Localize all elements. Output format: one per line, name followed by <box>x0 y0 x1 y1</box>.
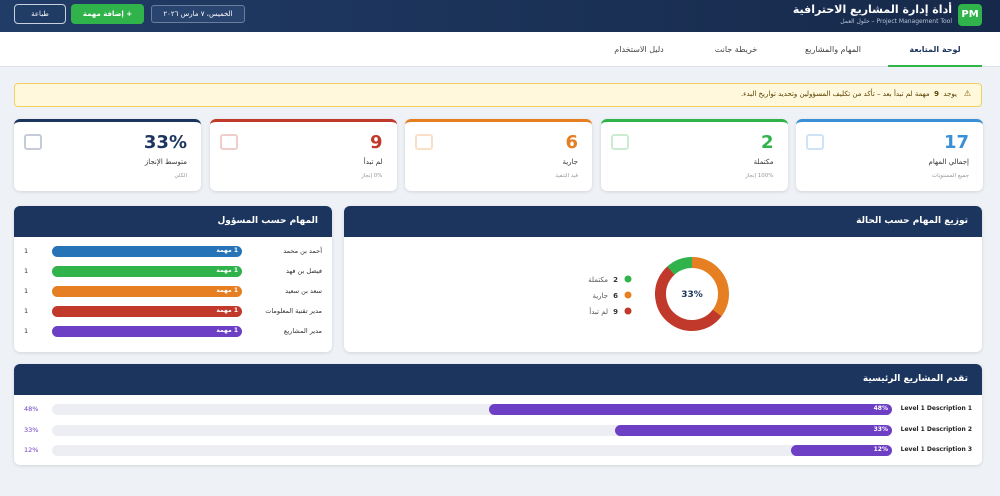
assignee-bar: 1 مهمة <box>52 246 242 257</box>
project-percent: 33% <box>24 425 39 434</box>
assignee-name: مدير المشاريع <box>283 327 322 335</box>
alert-text: يوجد 9 مهمة لم تبدأ بعد – تأكد من تكليف … <box>741 90 957 98</box>
assignee-count: 1 <box>24 267 29 275</box>
stat-icon <box>24 134 42 150</box>
legend-dot <box>624 275 632 283</box>
stat-note: قيد التنفيذ <box>555 173 578 179</box>
stat-label: إجمالي المهام <box>928 158 969 166</box>
legend-count: 2 <box>613 276 618 284</box>
project-bar: 48% <box>488 404 892 415</box>
legend-count: 6 <box>613 292 618 300</box>
projects-panel-title: تقدم المشاريع الرئيسية <box>14 364 982 395</box>
legend-label: جارية <box>592 292 608 300</box>
stat-card: 33% متوسط الإنجاز الكلي <box>14 119 201 191</box>
print-button[interactable]: طباعة <box>14 4 66 24</box>
app-subtitle: Project Management Tool – حلول العمل <box>840 18 952 25</box>
projects-panel: تقدم المشاريع الرئيسية Task Level 1 Desc… <box>14 364 982 465</box>
tab-bar <box>0 32 1000 67</box>
assignee-count: 1 <box>24 287 29 295</box>
alert-prefix: يوجد <box>943 90 957 98</box>
stat-value: 9 <box>369 132 383 153</box>
stat-icon <box>610 134 629 150</box>
tab[interactable]: المهام والمشاريع <box>805 45 861 54</box>
project-bar: 12% <box>791 445 892 456</box>
alert-suffix: مهمة لم تبدأ بعد – تأكد من تكليف المسؤول… <box>740 90 930 98</box>
project-bar-label: 12% <box>873 446 888 453</box>
assignee-bar-label: 1 مهمة <box>216 287 238 294</box>
stat-label: لم تبدأ <box>363 158 383 166</box>
project-name: Task Level 1 Description 2 <box>900 425 972 433</box>
project-percent: 48% <box>24 405 39 413</box>
tab[interactable]: دليل الاستخدام <box>614 45 664 54</box>
app-title: أداة إدارة المشاريع الاحترافية <box>792 3 952 16</box>
status-panel: توزيع المهام حسب الحالة 2 مكتملة 6 جارية 9 لم… <box>344 206 982 352</box>
stat-value: 33% <box>143 132 187 153</box>
alert-icon: ⚠ <box>963 89 971 98</box>
stat-icon <box>219 134 238 150</box>
assignee-panel: المهام حسب المسؤول أحمد بن محمد 1 مهمة 1 في… <box>14 206 332 352</box>
assignee-bar-label: 1 مهمة <box>216 247 238 254</box>
legend-dot <box>624 291 632 299</box>
date-badge: الخميس، ٧ مارس ٢٠٢٦ <box>151 5 245 23</box>
alert: ⚠ يوجد 9 مهمة لم تبدأ بعد – تأكد من تكلي… <box>14 83 982 107</box>
donut-segment <box>655 257 729 331</box>
stat-card: 9 لم تبدأ 0% إنجاز <box>209 119 397 191</box>
assignee-name: سعد بن سعيد <box>285 287 322 295</box>
stat-label: مكتملة <box>753 158 774 166</box>
stat-card: 17 إجمالي المهام جميع المستويات <box>796 119 983 191</box>
project-track <box>52 404 892 415</box>
status-panel-title: توزيع المهام حسب الحالة <box>344 206 982 237</box>
add-task-button[interactable]: + إضافة مهمة <box>71 4 144 24</box>
stat-icon <box>415 134 433 150</box>
tab[interactable]: خريطة جانت <box>714 45 758 54</box>
legend-label: مكتملة <box>588 276 608 284</box>
stat-note: 100% إنجاز <box>745 173 774 179</box>
stat-icon <box>806 134 824 150</box>
tab[interactable]: لوحة المتابعة <box>888 32 982 67</box>
assignee-panel-title: المهام حسب المسؤول <box>14 206 332 237</box>
assignee-count: 1 <box>24 327 29 335</box>
project-percent: 12% <box>24 446 39 454</box>
assignee-count: 1 <box>24 247 29 255</box>
stat-note: 0% إنجاز <box>361 173 383 179</box>
project-bar: 33% <box>614 424 892 436</box>
assignee-bar: 1 مهمة <box>52 266 242 277</box>
logo: PM <box>958 4 982 26</box>
stat-card: 2 مكتملة 100% إنجاز <box>600 119 788 191</box>
assignee-bar-label: 1 مهمة <box>216 307 238 314</box>
project-bar-label: 48% <box>873 405 888 412</box>
stat-value: 2 <box>760 132 774 153</box>
project-name: Task Level 1 Description 3 <box>900 446 972 453</box>
assignee-bar: 1 مهمة <box>52 286 242 297</box>
assignee-bar: 1 مهمة <box>52 306 242 317</box>
donut-chart: 2 مكتملة 6 جارية 9 لم تبدأ 33% <box>588 257 729 331</box>
assignee-bar: 1 مهمة <box>52 326 242 337</box>
project-track <box>52 445 892 456</box>
stat-note: الكلي <box>174 173 187 179</box>
alert-count: 9 <box>934 90 939 98</box>
stat-card: 6 جارية قيد التنفيذ <box>405 119 592 191</box>
stat-note: جميع المستويات <box>931 173 969 179</box>
assignee-name: أحمد بن محمد <box>283 247 322 255</box>
stat-value: 6 <box>565 132 578 153</box>
legend-count: 9 <box>613 308 618 316</box>
assignee-name: مدير تقنية المعلومات <box>265 307 322 315</box>
stat-value: 17 <box>943 132 969 153</box>
stat-label: متوسط الإنجاز <box>144 158 187 166</box>
assignee-bar-label: 1 مهمة <box>216 327 238 334</box>
assignee-count: 1 <box>24 307 29 315</box>
project-bar-label: 33% <box>873 425 888 433</box>
assignee-name: فيصل بن فهد <box>285 267 322 275</box>
legend-dot <box>624 307 632 315</box>
legend-label: لم تبدأ <box>589 307 608 316</box>
assignee-bar-label: 1 مهمة <box>216 267 238 274</box>
project-track <box>52 424 892 436</box>
stat-label: جارية <box>562 158 578 166</box>
donut-center: 33% <box>681 290 703 300</box>
project-name: Task Level 1 Description 1 <box>900 405 972 412</box>
